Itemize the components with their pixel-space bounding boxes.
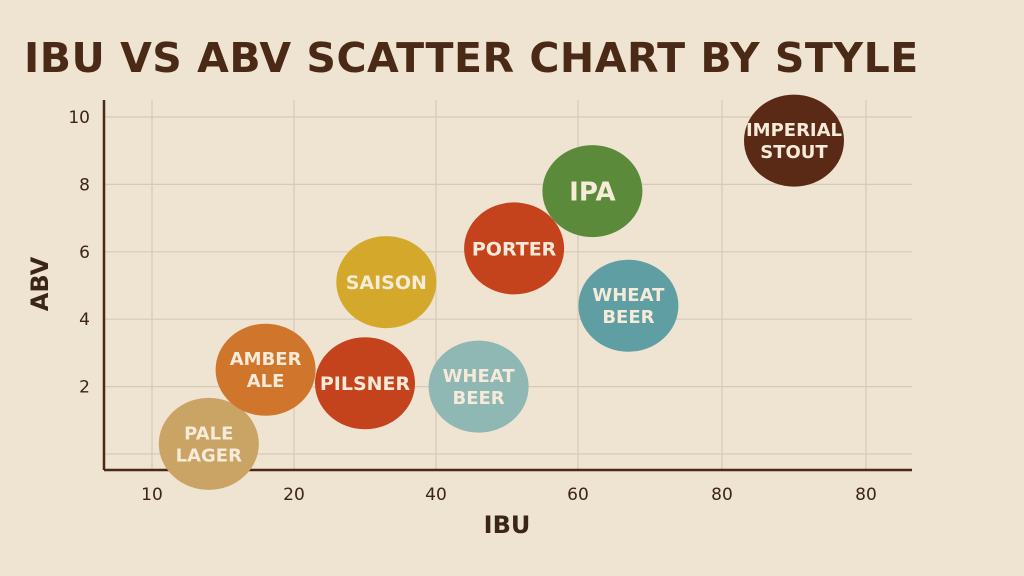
- data-point-label: WHEAT: [592, 285, 665, 306]
- y-axis-label: ABV: [26, 256, 54, 311]
- data-point-label: WHEAT: [443, 366, 516, 387]
- y-tick-label: 10: [68, 108, 90, 128]
- x-axis-label: IBU: [484, 511, 531, 539]
- data-point-label: PALE: [184, 423, 233, 444]
- data-point-label: IPA: [569, 178, 615, 208]
- x-tick-label: 60: [567, 485, 589, 505]
- data-point-label: ALE: [247, 371, 285, 392]
- x-tick-label: 80: [711, 485, 733, 505]
- chart-title: IBU VS ABV SCATTER CHART BY STYLE: [24, 34, 919, 82]
- data-point: IPA: [542, 145, 643, 238]
- data-point-label: AMBER: [230, 349, 302, 370]
- data-point-label: BEER: [453, 388, 505, 409]
- y-tick-label: 2: [79, 378, 90, 398]
- data-point: SAISON: [336, 236, 437, 329]
- x-tick-label: 40: [425, 485, 447, 505]
- y-tick-label: 6: [79, 243, 90, 263]
- data-point: PILSNER: [315, 337, 415, 430]
- data-point-label: PILSNER: [320, 373, 411, 395]
- data-point-label: STOUT: [760, 142, 828, 163]
- data-point-bubble: [315, 337, 415, 430]
- x-tick-label: 10: [141, 485, 163, 505]
- data-point-bubble: [336, 236, 437, 329]
- x-tick-label: 80: [855, 485, 877, 505]
- data-point-label: BEER: [602, 307, 654, 328]
- data-point-bubble: [158, 397, 259, 490]
- data-point-bubble: [744, 94, 844, 187]
- data-point-bubble: [428, 340, 529, 433]
- data-point-bubble: [578, 259, 679, 352]
- data-point-label: LAGER: [176, 445, 242, 466]
- data-point-bubble: [464, 202, 565, 295]
- y-tick-label: 8: [79, 175, 90, 195]
- x-tick-label: 20: [283, 485, 305, 505]
- y-tick-label: 4: [79, 310, 90, 330]
- tick-labels: 10 20 40 60 80 80 2 4 6 8 10: [68, 108, 876, 505]
- data-point-bubble: [215, 323, 316, 416]
- data-point-label: SAISON: [346, 272, 427, 294]
- data-point-label: IMPERIAL: [746, 120, 842, 141]
- data-point: PORTER: [464, 202, 565, 295]
- data-point-label: PORTER: [472, 238, 557, 260]
- data-point-bubble: [542, 145, 643, 238]
